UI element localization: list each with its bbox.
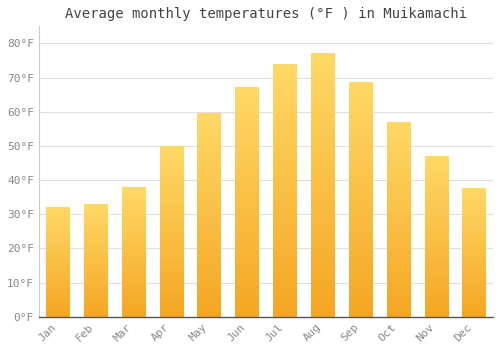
Title: Average monthly temperatures (°F ) in Muikamachi: Average monthly temperatures (°F ) in Mu…: [65, 7, 467, 21]
